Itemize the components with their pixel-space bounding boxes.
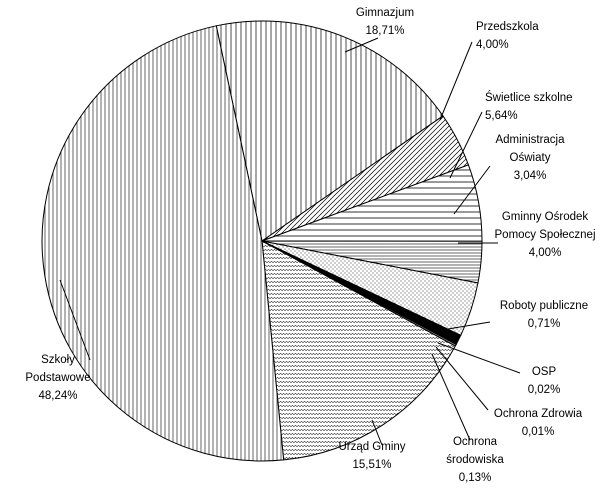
slice-label-przedszkola: Przedszkola 4,00% — [476, 21, 539, 51]
slice-label-urzad-gminy: Urząd Gminy 15,51% — [338, 441, 405, 471]
pie-slice-urzad-gminy — [261, 240, 456, 461]
leader-line-ochrona-srodowiska — [431, 353, 471, 441]
slice-name-label: Szkoły — [41, 354, 75, 366]
slice-name-label: Gminny Ośrodek — [502, 211, 589, 223]
slice-name-label: Oświaty — [510, 152, 551, 164]
slice-value-label: 4,00% — [476, 39, 509, 51]
slice-label-roboty-publiczne: Roboty publiczne 0,71% — [500, 300, 588, 330]
pie-slice-gimnazjum — [215, 20, 444, 242]
slice-name-label: Przedszkola — [476, 21, 539, 33]
slice-label-administracja-oswiaty: Administracja Oświaty 3,04% — [495, 134, 565, 182]
slice-name-label: Roboty publiczne — [500, 300, 588, 312]
slice-label-swietlice-szkolne: Świetlice szkolne 5,64% — [485, 91, 573, 122]
slice-label-gimnazjum: Gimnazjum 18,71% — [356, 7, 414, 37]
leader-line-osp — [437, 342, 521, 374]
slice-value-label: 0,71% — [528, 318, 561, 330]
slice-value-label: 0,13% — [459, 472, 492, 484]
slice-label-szkoly-podstawowe: Szkoły Podstawowe 48,24% — [25, 354, 90, 402]
slice-value-label: 5,64% — [485, 110, 518, 122]
leader-line-administracja-oswiaty — [453, 165, 491, 215]
slice-value-label: 0,01% — [522, 426, 555, 438]
slice-name-label: Pomocy Społecznej — [495, 229, 596, 241]
leader-line-roboty-publiczne — [441, 321, 491, 331]
slice-name-label: Ochrona Zdrowia — [494, 408, 583, 420]
slice-value-label: 15,51% — [352, 459, 391, 471]
slice-name-label: środowiska — [446, 454, 504, 466]
leader-line-przedszkola — [439, 41, 473, 121]
pie-slice-szkoly-podstawowe — [41, 25, 285, 462]
slice-name-label: Ochrona — [453, 436, 498, 448]
slice-name-label: Gimnazjum — [356, 7, 414, 19]
leader-line-ochrona-zdrowia — [435, 346, 489, 411]
leader-line-swietlice-szkolne — [449, 111, 483, 179]
pie-slices — [41, 20, 483, 462]
slice-value-label: 3,04% — [514, 170, 547, 182]
slice-value-label: 4,00% — [529, 247, 562, 259]
slice-name-label: Administracja — [495, 134, 565, 146]
slice-name-label: OSP — [532, 366, 557, 378]
slice-value-label: 18,71% — [365, 25, 404, 37]
slice-label-osp: OSP 0,02% — [528, 366, 561, 396]
slice-label-gminny-osrodek-pomocy-spolecznej: Gminny Ośrodek Pomocy Społecznej 4,00% — [495, 211, 596, 259]
slice-value-label: 48,24% — [38, 390, 77, 402]
slice-name-label: Podstawowe — [25, 372, 90, 384]
leader-line-urzad-gminy — [371, 419, 383, 446]
leader-line-gimnazjum — [344, 37, 379, 53]
slice-name-label: Świetlice szkolne — [485, 91, 573, 104]
leader-line-szkoly-podstawowe — [59, 279, 91, 361]
slice-labels: Gimnazjum 18,71% Przedszkola 4,00% Świetlice… — [25, 7, 595, 484]
slice-label-ochrona-srodowiska: Ochrona środowiska 0,13% — [446, 436, 504, 484]
slice-value-label: 0,02% — [528, 384, 561, 396]
leader-lines — [59, 37, 521, 446]
slice-name-label: Urząd Gminy — [338, 441, 405, 453]
slice-label-ochrona-zdrowia: Ochrona Zdrowia 0,01% — [494, 408, 583, 438]
